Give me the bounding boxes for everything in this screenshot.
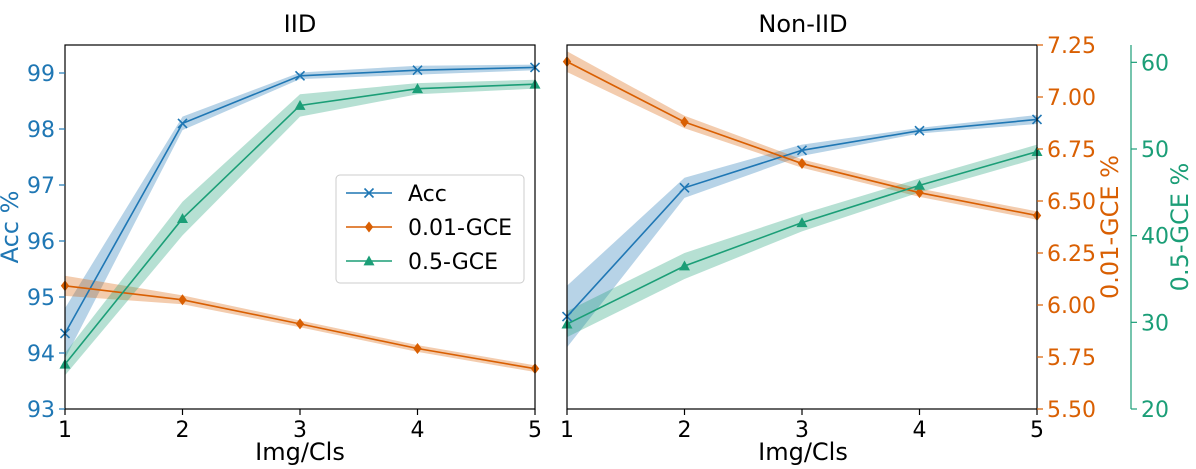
iid-acc-point-3 [294, 70, 306, 81]
non-iid-panel: Non-IID 1 2 3 4 5 5.50 5.75 6.00 6.25 6.50 6.75 7.… [560, 10, 1194, 466]
gce05-axis-label: 0.5-GCE % [1166, 163, 1194, 292]
gce001-y-tick-label: 5.50 [1047, 398, 1096, 423]
non-iid-panel-title: Non-IID [758, 10, 847, 38]
iid-y-tick-label: 96 [27, 230, 55, 255]
non-iid-gce05-point-3 [796, 217, 808, 228]
iid-x-tick-label: 5 [528, 418, 542, 443]
legend-gce001-label: 0.01-GCE [408, 216, 512, 241]
non-iid-gce001-point-3 [797, 158, 807, 170]
iid-gce001-point-4 [413, 343, 422, 355]
non-iid-gce001-band [567, 51, 1037, 220]
gce05-y-tick-label: 20 [1141, 398, 1169, 423]
legend-box [335, 174, 525, 284]
iid-y-tick-label: 94 [27, 342, 55, 367]
iid-gce05-point-3 [294, 99, 306, 110]
non-iid-gce05-point-2 [679, 260, 690, 271]
non-iid-x-tick-label: 2 [678, 418, 692, 443]
iid-gce001-point-3 [295, 318, 305, 330]
legend-gce05-label: 0.5-GCE [408, 250, 498, 275]
iid-y-tick-label: 93 [27, 398, 55, 423]
iid-panel-title: IID [284, 10, 317, 38]
iid-x-axis-label: Img/Cls [255, 438, 345, 466]
iid-gce001-point-2 [178, 294, 187, 306]
gce001-y-tick-label: 6.75 [1047, 138, 1096, 163]
non-iid-gce001-point-4 [915, 187, 924, 199]
gce001-y-tick-label: 5.75 [1047, 346, 1096, 371]
iid-panel: IID 93 94 95 96 97 98 99 1 2 3 4 5 Acc % Img/Cls A… [0, 10, 542, 466]
non-iid-acc-point-4 [914, 125, 925, 136]
iid-acc-point-2 [177, 118, 188, 129]
gce05-y-tick-label: 50 [1141, 138, 1169, 163]
iid-y-axis-label: Acc % [0, 191, 24, 264]
gce001-y-tick-label: 7.25 [1047, 34, 1096, 59]
iid-acc-point-4 [412, 65, 423, 76]
non-iid-x-axis-label: Img/Cls [758, 438, 848, 466]
iid-y-tick-label: 97 [27, 174, 55, 199]
gce05-y-tick-label: 40 [1141, 225, 1169, 250]
non-iid-x-tick-label: 1 [560, 418, 574, 443]
iid-x-tick-label: 4 [411, 418, 425, 443]
non-iid-x-tick-label: 4 [913, 418, 927, 443]
non-iid-acc-point-2 [679, 182, 690, 193]
gce05-y-tick-label: 60 [1141, 51, 1169, 76]
iid-gce05-point-4 [412, 83, 423, 94]
iid-x-tick-label: 2 [176, 418, 190, 443]
non-iid-x-tick-label: 5 [1030, 418, 1044, 443]
legend-acc-label: Acc [408, 182, 447, 207]
gce001-y-tick-label: 6.50 [1047, 190, 1096, 215]
gce001-y-tick-label: 6.25 [1047, 242, 1096, 267]
iid-x-tick-label: 3 [293, 418, 307, 443]
non-iid-x-tick-label: 3 [795, 418, 809, 443]
non-iid-gce05-point-4 [914, 179, 925, 190]
non-iid-gce001-line [566, 60, 1038, 217]
legend-gce05-marker [363, 255, 375, 266]
gce001-axis-label: 0.01-GCE % [1096, 155, 1124, 299]
gce001-y-tick-label: 7.00 [1047, 86, 1096, 111]
legend-acc-marker [363, 187, 375, 199]
gce001-y-tick-label: 6.00 [1047, 294, 1096, 319]
non-iid-acc-point-3 [796, 145, 808, 156]
gce05-y-tick-label: 30 [1141, 311, 1169, 336]
iid-gce05-point-2 [177, 213, 188, 223]
iid-x-tick-label: 1 [58, 418, 72, 443]
non-iid-gce05-band [567, 144, 1037, 338]
iid-y-tick-label: 99 [27, 62, 55, 87]
non-iid-gce001-point-2 [680, 116, 689, 128]
iid-y-tick-label: 95 [27, 286, 55, 311]
legend-gce001-marker [364, 221, 374, 233]
iid-y-tick-label: 98 [27, 118, 55, 143]
legend: Acc 0.01-GCE 0.5-GCE [335, 174, 525, 284]
